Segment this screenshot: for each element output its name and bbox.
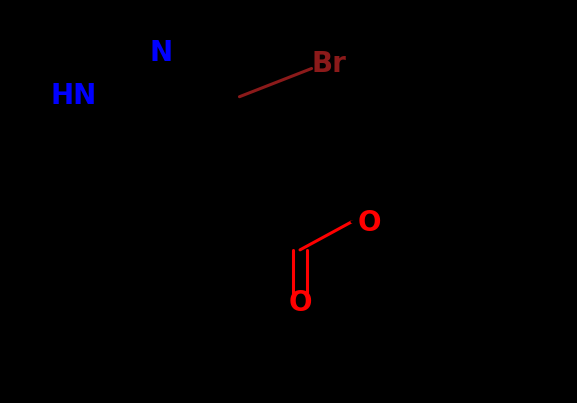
Text: HN: HN bbox=[51, 82, 97, 110]
Text: O: O bbox=[358, 209, 381, 237]
Text: O: O bbox=[288, 289, 312, 317]
Text: Br: Br bbox=[312, 50, 346, 78]
Text: N: N bbox=[150, 39, 173, 67]
